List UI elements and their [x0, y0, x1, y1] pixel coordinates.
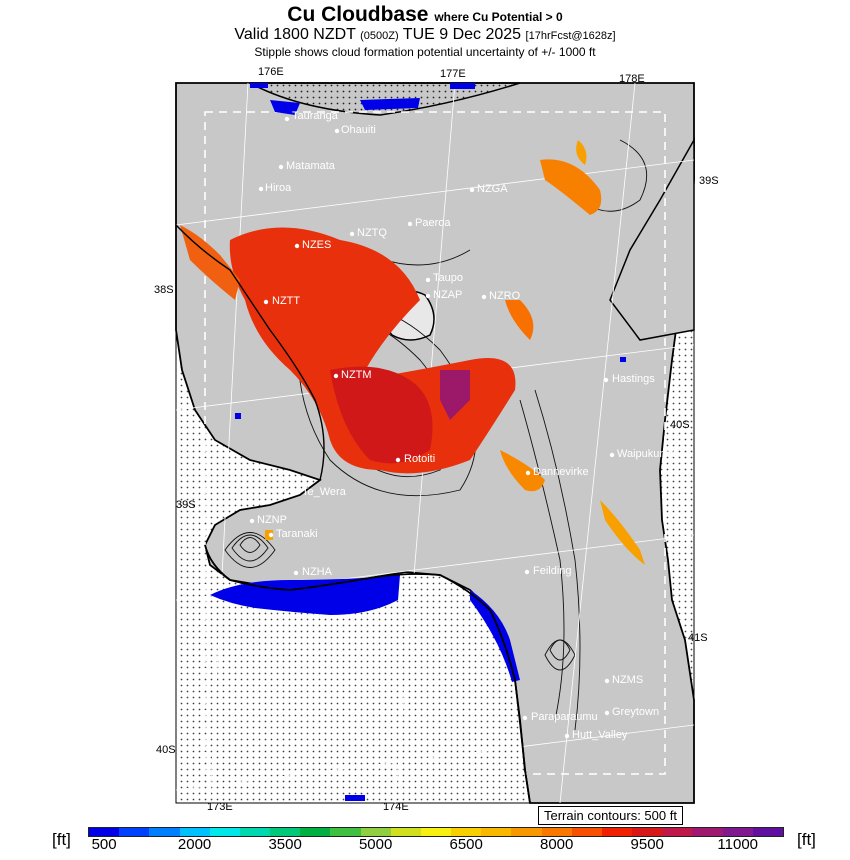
place-label: NZTT [272, 295, 301, 307]
place-label: NZNP [257, 514, 287, 526]
place-label: Hiroa [265, 182, 292, 194]
lat-label-39s-left: 39S [176, 499, 196, 511]
color-swatch [481, 828, 512, 836]
color-swatch [451, 828, 482, 836]
place-label: NZAP [433, 289, 463, 301]
place-markers [249, 116, 615, 739]
color-swatch [752, 828, 783, 836]
color-swatch [571, 828, 602, 836]
place-label: Te_Wera [302, 486, 346, 498]
place-label: Waipukurau [617, 448, 676, 460]
color-scale-tick-label: 8000 [540, 836, 574, 853]
place-label: Hutt_Valley [572, 729, 628, 741]
place-label: Taranaki [276, 528, 318, 540]
lat-label-38s: 38S [154, 284, 174, 296]
color-swatch [511, 828, 542, 836]
place-label: NZTM [341, 369, 372, 381]
lon-label-177e: 177E [440, 68, 466, 80]
place-label: Hastings [612, 373, 655, 385]
lat-label-40s-left: 40S [156, 744, 176, 756]
lat-label-40s-right: 40S [670, 419, 690, 431]
color-scale-tick-label: 6500 [449, 836, 483, 853]
color-swatch [179, 828, 210, 836]
domain-box [204, 111, 666, 775]
color-swatch [541, 828, 572, 836]
lon-label-176e: 176E [258, 66, 284, 78]
color-swatch [89, 828, 120, 836]
color-swatch [632, 828, 663, 836]
color-swatch [360, 828, 391, 836]
terrain-contour-note: Terrain contours: 500 ft [538, 806, 683, 825]
lon-label-174e: 174E [383, 801, 409, 813]
color-swatch [149, 828, 180, 836]
place-label: Greytown [612, 706, 660, 718]
place-label: Feilding [533, 565, 572, 577]
lon-label-178e: 178E [619, 73, 645, 85]
place-label: Paraparaumu [531, 711, 598, 723]
legend-unit-left: [ft] [52, 830, 71, 849]
color-scale-tick-label: 3500 [268, 836, 302, 853]
place-label: NZGA [477, 183, 508, 195]
color-scale-tick-label: 9500 [630, 836, 664, 853]
color-swatch [390, 828, 421, 836]
color-scale-tick-label: 500 [91, 836, 117, 853]
chart-title: Cu Cloudbase where Cu Potential > 0 [287, 3, 563, 26]
place-label: NZES [302, 239, 332, 251]
place-label: Tauranga [292, 110, 338, 122]
color-swatch [119, 828, 150, 836]
place-label: Paeroa [415, 217, 451, 229]
place-label: NZMS [612, 674, 644, 686]
color-swatch [662, 828, 693, 836]
color-scale-tick-label: 2000 [177, 836, 212, 853]
lon-label-173e: 173E [207, 801, 233, 813]
place-label: Ohauiti [341, 124, 376, 136]
color-swatch [239, 828, 271, 836]
color-swatch [692, 828, 723, 836]
color-swatch [300, 828, 331, 836]
color-swatch [209, 828, 240, 836]
place-label: Rotoiti [404, 453, 436, 465]
legend-unit-right: [ft] [797, 830, 816, 849]
place-label: NZHA [302, 566, 332, 578]
color-swatch [270, 828, 301, 836]
place-label: Matamata [286, 160, 335, 172]
place-label: Taupo [433, 272, 463, 284]
lat-label-41s: 41S [688, 632, 708, 644]
valid-time: Valid 1800 NZDT (0500Z) TUE 9 Dec 2025 [… [234, 26, 616, 43]
cloudbase-shading [180, 83, 645, 801]
color-swatch [420, 828, 452, 836]
color-scale-tick-label: 11000 [717, 836, 759, 853]
color-swatch [330, 828, 361, 836]
color-scale-bar [88, 827, 784, 837]
place-label: NZTQ [357, 227, 387, 239]
place-label: NZRO [489, 290, 521, 302]
color-scale-tick-label: 5000 [358, 836, 393, 853]
place-label: Dannevirke [533, 466, 589, 478]
color-swatch [601, 828, 633, 836]
color-swatch [722, 828, 753, 836]
chart-subtitle: Stipple shows cloud formation potential … [254, 45, 596, 59]
lat-label-39s-right: 39S [699, 175, 719, 187]
